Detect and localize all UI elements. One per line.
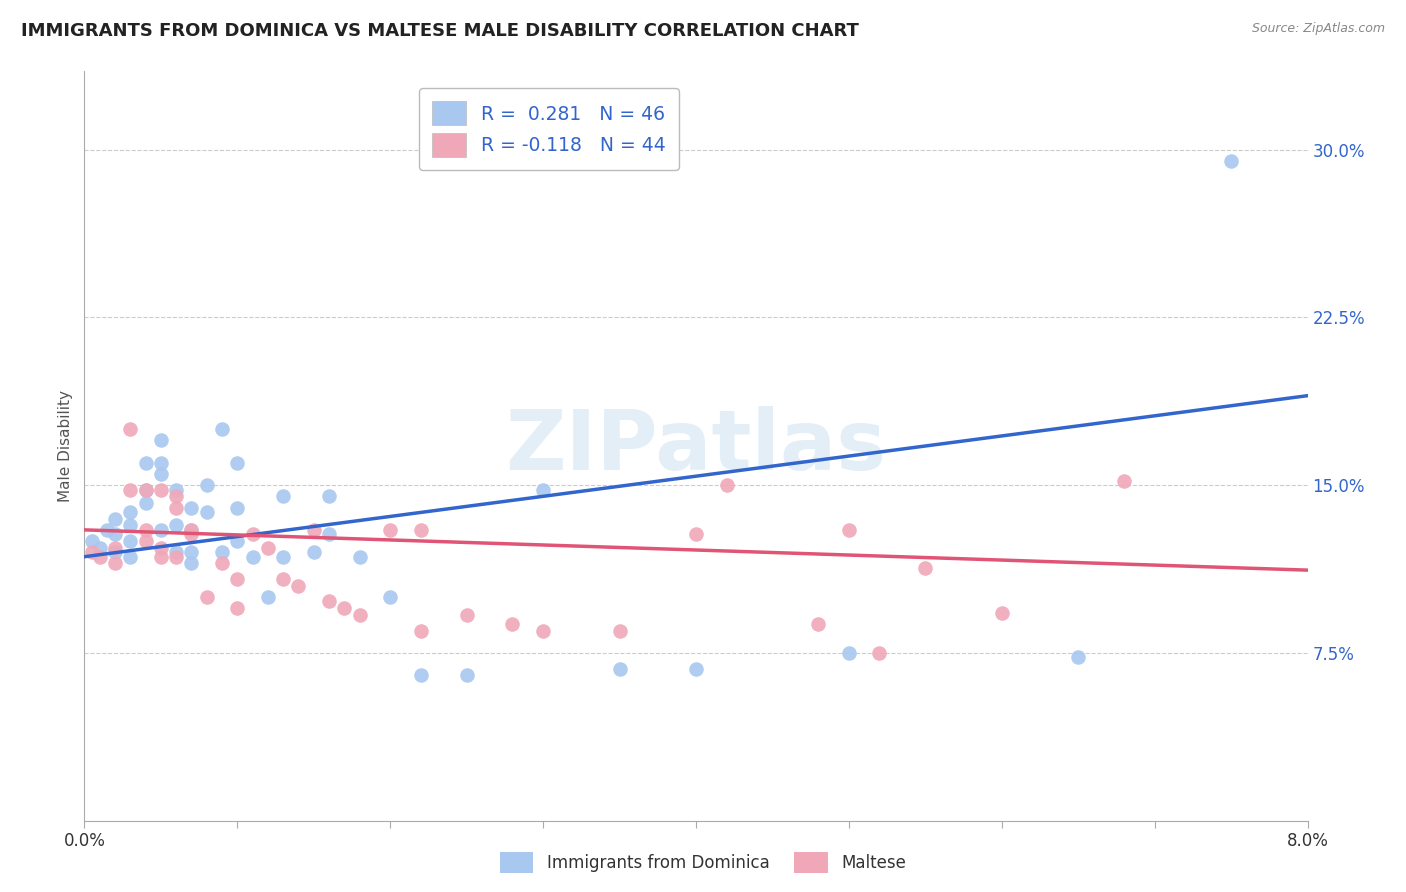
Point [869, 646, 891, 660]
Point [685, 527, 707, 541]
Point [104, 557, 127, 571]
Point [257, 541, 280, 555]
Point [226, 572, 249, 586]
Point [135, 496, 157, 510]
Point [165, 545, 187, 559]
Point [120, 483, 142, 497]
Point [807, 616, 830, 631]
Point [991, 606, 1014, 620]
Point [165, 483, 187, 497]
Point [349, 607, 371, 622]
Point [257, 590, 280, 604]
Point [104, 527, 127, 541]
Point [165, 500, 187, 515]
Point [165, 489, 187, 503]
Point [135, 483, 157, 497]
Point [149, 467, 172, 481]
Point [149, 541, 172, 555]
Point [502, 616, 524, 631]
Point [104, 545, 127, 559]
Point [271, 572, 294, 586]
Point [1067, 650, 1090, 665]
Point [318, 594, 340, 608]
Point [180, 523, 202, 537]
Point [531, 624, 554, 638]
Legend: R =  0.281   N = 46, R = -0.118   N = 44: R = 0.281 N = 46, R = -0.118 N = 44 [419, 88, 679, 170]
Point [226, 534, 249, 549]
Point [409, 523, 432, 537]
Point [165, 549, 187, 564]
Point [226, 601, 249, 615]
Text: IMMIGRANTS FROM DOMINICA VS MALTESE MALE DISABILITY CORRELATION CHART: IMMIGRANTS FROM DOMINICA VS MALTESE MALE… [21, 22, 859, 40]
Point [180, 557, 202, 571]
Point [609, 624, 631, 638]
Text: Source: ZipAtlas.com: Source: ZipAtlas.com [1251, 22, 1385, 36]
Text: ZIPatlas: ZIPatlas [506, 406, 886, 486]
Point [195, 590, 218, 604]
Point [149, 456, 172, 470]
Point [120, 505, 142, 519]
Point [349, 549, 371, 564]
Point [242, 549, 264, 564]
Point [716, 478, 738, 492]
Legend: Immigrants from Dominica, Maltese: Immigrants from Dominica, Maltese [494, 846, 912, 880]
Point [120, 422, 142, 436]
Point [165, 518, 187, 533]
Point [838, 523, 860, 537]
Point [180, 500, 202, 515]
Point [180, 523, 202, 537]
Point [302, 523, 325, 537]
Point [333, 601, 356, 615]
Y-axis label: Male Disability: Male Disability [58, 390, 73, 502]
Point [195, 505, 218, 519]
Point [318, 489, 340, 503]
Point [180, 545, 202, 559]
Point [211, 545, 233, 559]
Point [271, 489, 294, 503]
Point [135, 534, 157, 549]
Point [211, 422, 233, 436]
Point [302, 545, 325, 559]
Point [226, 456, 249, 470]
Point [456, 668, 478, 682]
Point [456, 607, 478, 622]
Point [80, 545, 103, 559]
Point [287, 579, 309, 593]
Point [685, 661, 707, 675]
Point [531, 483, 554, 497]
Point [409, 668, 432, 682]
Point [135, 483, 157, 497]
Point [149, 483, 172, 497]
Point [149, 434, 172, 448]
Point [120, 549, 142, 564]
Point [135, 456, 157, 470]
Point [838, 646, 860, 660]
Point [80, 534, 103, 549]
Point [120, 534, 142, 549]
Point [149, 549, 172, 564]
Point [180, 527, 202, 541]
Point [120, 518, 142, 533]
Point [242, 527, 264, 541]
Point [104, 511, 127, 525]
Point [271, 549, 294, 564]
Point [380, 523, 402, 537]
Point [135, 523, 157, 537]
Point [609, 661, 631, 675]
Point [226, 500, 249, 515]
Point [380, 590, 402, 604]
Point [89, 549, 111, 564]
Point [89, 541, 111, 555]
Point [1220, 153, 1243, 168]
Point [1114, 474, 1136, 488]
Point [96, 523, 118, 537]
Point [149, 523, 172, 537]
Point [195, 478, 218, 492]
Point [914, 561, 936, 575]
Point [409, 624, 432, 638]
Point [318, 527, 340, 541]
Point [211, 557, 233, 571]
Point [104, 541, 127, 555]
